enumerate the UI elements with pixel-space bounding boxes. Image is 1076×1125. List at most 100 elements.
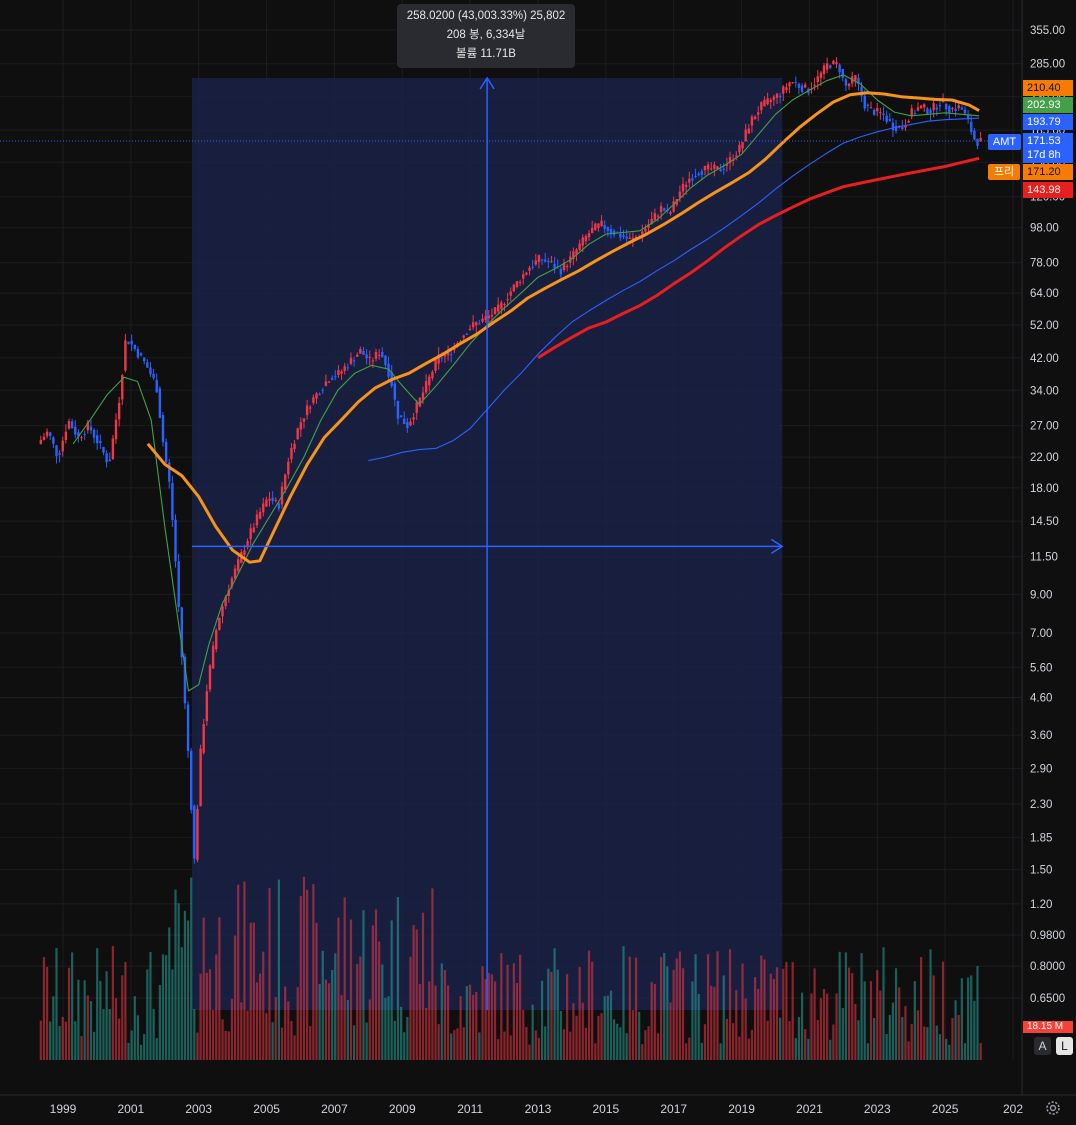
volume-badge: 18.15 M xyxy=(1023,1021,1073,1033)
volume-bar xyxy=(381,964,384,1060)
price-tick-label: 0.8000 xyxy=(1030,961,1065,973)
volume-bar xyxy=(832,1024,835,1060)
volume-bar xyxy=(578,967,581,1060)
volume-bar xyxy=(935,1025,938,1060)
price-tick-label: 1.20 xyxy=(1030,899,1052,911)
auto-scale-button[interactable]: A xyxy=(1034,1037,1051,1055)
volume-bar xyxy=(622,946,625,1060)
volume-bar xyxy=(71,952,74,1060)
candle-body xyxy=(487,315,490,319)
volume-bar xyxy=(512,963,515,1060)
candle-body xyxy=(659,206,663,213)
volume-bar xyxy=(58,1026,61,1060)
volume-bar xyxy=(346,1000,349,1060)
volume-bar xyxy=(591,961,594,1060)
volume-bar xyxy=(656,1033,660,1060)
volume-bar xyxy=(437,1024,440,1060)
volume-bar xyxy=(970,975,973,1060)
price-tick-label: 1.50 xyxy=(1030,865,1052,877)
candle-body xyxy=(684,185,688,188)
volume-bar xyxy=(957,1014,960,1060)
volume-bar xyxy=(337,917,340,1060)
candle-body xyxy=(644,228,647,232)
volume-bar xyxy=(312,884,315,1060)
volume-bar xyxy=(719,1043,722,1060)
volume-bar xyxy=(431,888,434,1060)
candle-body xyxy=(816,76,819,82)
candle-body xyxy=(293,443,296,449)
price-tick-label: 42.00 xyxy=(1030,353,1059,365)
volume-bar xyxy=(406,1016,409,1060)
volume-bar xyxy=(804,1029,807,1060)
volume-bar xyxy=(678,951,681,1060)
candle-body xyxy=(888,119,891,121)
candle-body xyxy=(296,428,299,440)
volume-bar xyxy=(544,1026,547,1060)
candle-body xyxy=(196,808,199,860)
volume-bar xyxy=(121,975,124,1060)
candle-body xyxy=(919,105,923,109)
volume-bar xyxy=(663,952,666,1060)
time-tick-label: 1999 xyxy=(50,1102,77,1116)
volume-bar xyxy=(772,978,775,1060)
volume-bar xyxy=(847,967,851,1060)
candle-body xyxy=(929,109,932,114)
volume-bar xyxy=(841,1008,844,1060)
candle-body xyxy=(775,93,779,98)
candle-body xyxy=(628,238,631,240)
candle-body xyxy=(706,164,710,170)
candle-body xyxy=(904,125,907,128)
candle-body xyxy=(785,87,788,91)
candle-body xyxy=(672,201,675,212)
candle-body xyxy=(434,359,437,371)
candle-body xyxy=(600,220,603,227)
candle-body xyxy=(716,166,719,170)
volume-bar xyxy=(606,995,609,1060)
candle-body xyxy=(863,95,866,109)
volume-bar xyxy=(885,1034,888,1060)
volume-bar xyxy=(108,1009,111,1060)
candle-body xyxy=(233,568,237,579)
volume-bar xyxy=(669,1002,672,1060)
volume-bar xyxy=(540,980,544,1060)
gear-icon[interactable] xyxy=(1044,1099,1062,1117)
candle-body xyxy=(171,483,174,521)
volume-bar xyxy=(190,877,193,1060)
volume-bar xyxy=(869,981,873,1060)
candle-body xyxy=(377,355,381,357)
time-tick-label: 2017 xyxy=(660,1102,687,1116)
candle-body xyxy=(528,267,531,271)
candle-body xyxy=(923,104,926,108)
volume-bar xyxy=(49,1021,52,1060)
candle-body xyxy=(421,392,425,400)
price-tick-label: 34.00 xyxy=(1030,385,1059,397)
candle-body xyxy=(368,356,371,358)
volume-bar xyxy=(105,971,108,1060)
last-price-badge: 171.53 17d 8h xyxy=(1023,133,1073,163)
volume-bar xyxy=(249,922,252,1060)
volume-bar xyxy=(265,1013,268,1060)
volume-bar xyxy=(625,1033,628,1060)
volume-bar xyxy=(440,963,443,1060)
candle-body xyxy=(966,115,970,119)
volume-bar xyxy=(290,1021,293,1060)
volume-bar xyxy=(277,879,281,1060)
log-scale-button[interactable]: L xyxy=(1056,1037,1073,1055)
candle-body xyxy=(829,65,832,68)
candle-body xyxy=(446,351,450,356)
ticker-tag: AMT xyxy=(988,134,1021,150)
candle-body xyxy=(788,82,791,87)
candle-body xyxy=(105,453,108,463)
volume-bar xyxy=(744,998,747,1060)
candle-body xyxy=(757,112,760,115)
candle-body xyxy=(193,805,196,859)
candle-body xyxy=(236,559,240,571)
volume-bar xyxy=(118,1018,121,1060)
candle-body xyxy=(653,213,657,221)
candle-body xyxy=(525,272,528,275)
tooltip-change: 258.0200 (43,003.33%) 25,802 xyxy=(406,10,566,22)
candle-body xyxy=(142,357,146,362)
volume-bar xyxy=(262,951,265,1060)
volume-bar xyxy=(741,963,744,1060)
